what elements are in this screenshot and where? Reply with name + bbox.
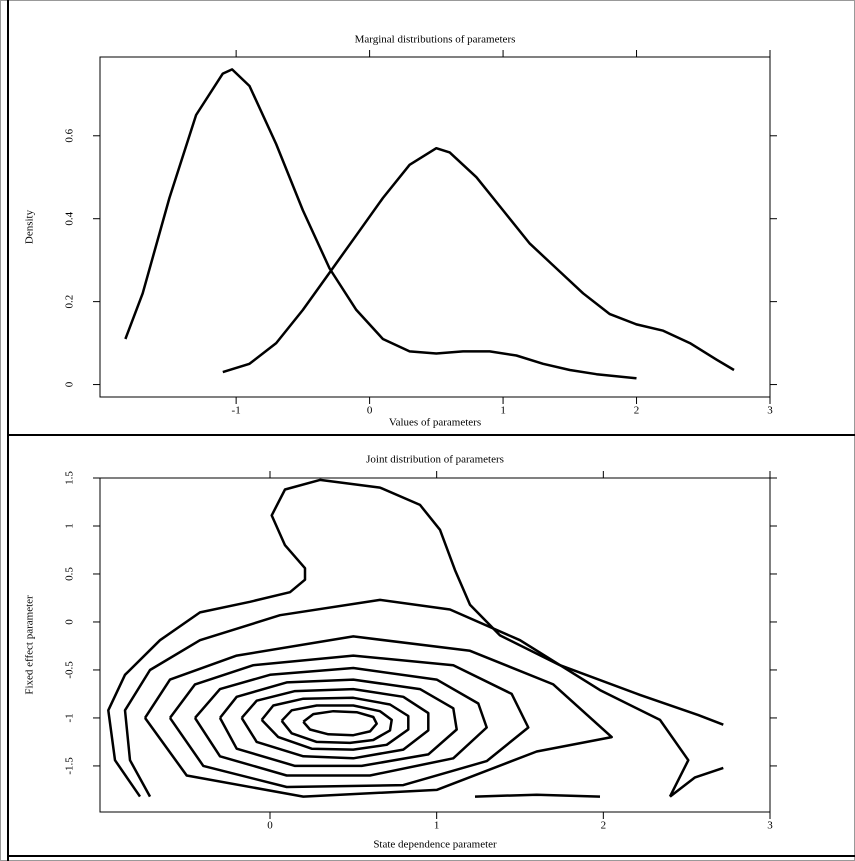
y-tick-label: 0.6 <box>64 128 76 142</box>
y-tick-label: 0.4 <box>64 211 76 225</box>
contour-line <box>168 654 530 789</box>
contour-line <box>193 666 488 777</box>
y-tick-label: 1.5 <box>64 471 76 485</box>
y-tick-label: -1 <box>64 713 76 722</box>
contour-line <box>280 704 393 745</box>
y-tick-label: 1 <box>64 523 76 529</box>
y-tick-label: -1.5 <box>64 757 76 775</box>
density-curve <box>124 68 637 380</box>
x-tick-label: 1 <box>434 820 440 832</box>
contour-line <box>302 709 378 737</box>
x-tick-label: 0 <box>367 405 373 417</box>
x-tick-label: -1 <box>232 405 241 417</box>
contour-line <box>240 687 430 760</box>
x-axis-label: State dependence parameter <box>373 839 497 851</box>
contour-line <box>218 678 458 768</box>
contour-line <box>669 766 724 798</box>
y-tick-label: 0 <box>64 381 76 387</box>
plot-frame <box>99 477 771 813</box>
x-tick-label: 2 <box>601 820 607 832</box>
plot-frame <box>99 56 771 398</box>
x-tick-label: 3 <box>767 820 773 832</box>
density-curve <box>222 146 735 374</box>
y-tick-label: 0 <box>64 619 76 625</box>
contour-line <box>474 793 601 798</box>
x-tick-label: 3 <box>767 405 773 417</box>
y-axis-label: Fixed effect parameter <box>24 595 36 695</box>
chart-title: Joint distribution of parameters <box>366 454 504 466</box>
y-tick-label: 0.2 <box>64 295 76 309</box>
x-tick-label: 2 <box>634 405 640 417</box>
contour-line <box>143 635 613 798</box>
contour-line <box>123 598 690 798</box>
y-axis-label: Density <box>24 209 36 244</box>
contour-line <box>260 696 410 751</box>
y-tick-label: 0.5 <box>64 567 76 581</box>
x-tick-label: 1 <box>500 405 506 417</box>
chart-title: Marginal distributions of parameters <box>355 34 516 46</box>
x-tick-label: 0 <box>267 820 273 832</box>
y-tick-label: -0.5 <box>64 661 76 679</box>
contour-line <box>107 478 724 798</box>
x-axis-label: Values of parameters <box>389 417 481 429</box>
